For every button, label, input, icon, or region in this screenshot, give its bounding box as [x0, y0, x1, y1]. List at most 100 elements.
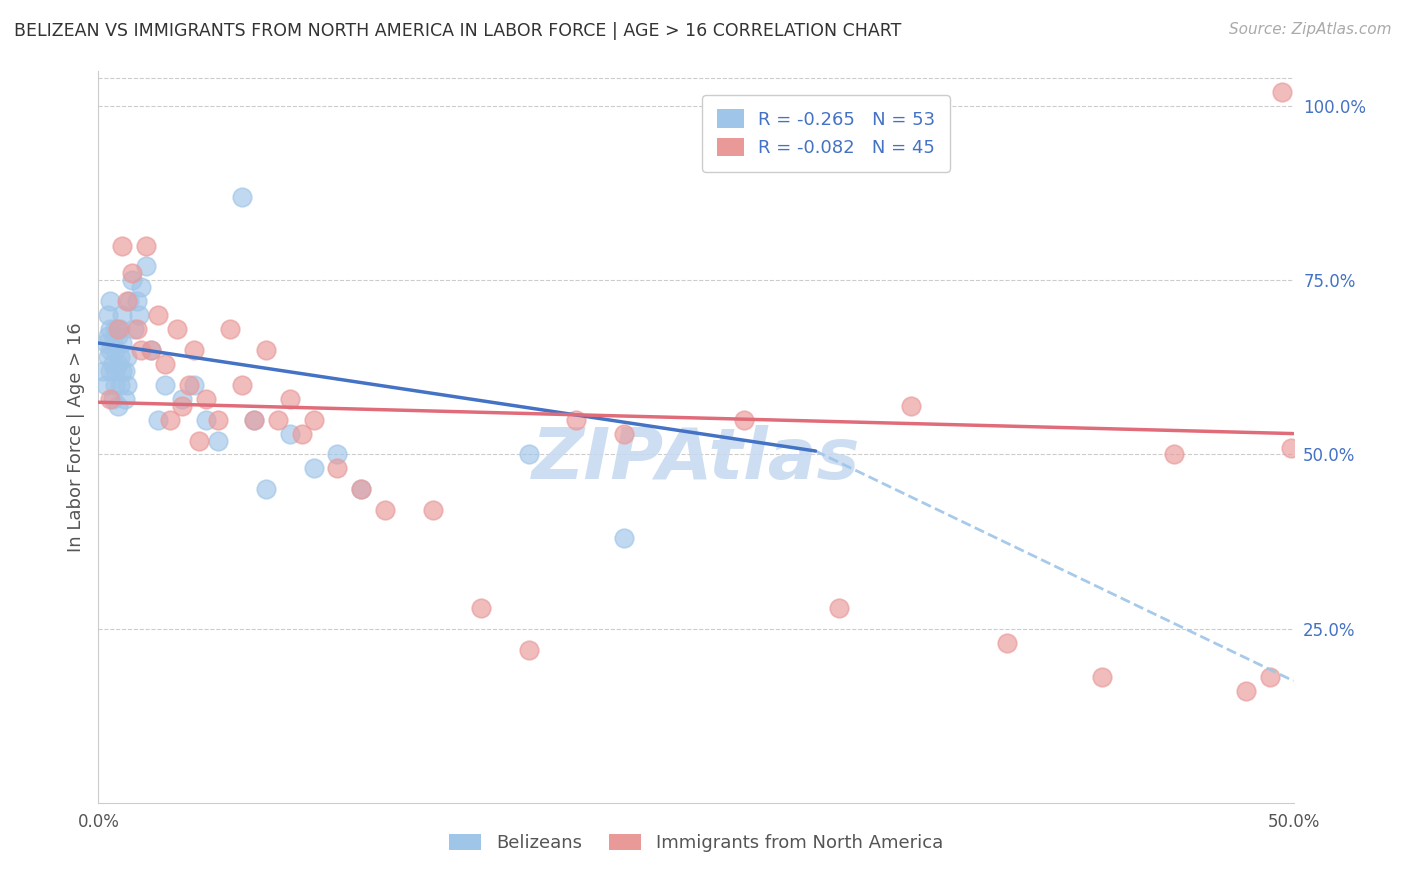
Point [517, 642, 540, 657]
Point [111, 336, 134, 351]
Point [254, 483, 277, 497]
Y-axis label: In Labor Force | Age > 16: In Labor Force | Age > 16 [66, 322, 84, 552]
Point [733, 412, 755, 426]
Point [118, 294, 141, 309]
Text: BELIZEAN VS IMMIGRANTS FROM NORTH AMERICA IN LABOR FORCE | AGE > 16 CORRELATION : BELIZEAN VS IMMIGRANTS FROM NORTH AMERIC… [14, 22, 901, 40]
Point [374, 503, 396, 517]
Point [111, 308, 134, 322]
Point [613, 531, 636, 545]
Text: Source: ZipAtlas.com: Source: ZipAtlas.com [1229, 22, 1392, 37]
Point [243, 412, 266, 426]
Point [125, 294, 148, 309]
Point [172, 399, 194, 413]
Point [97, 329, 120, 343]
Point [166, 322, 188, 336]
Point [94, 377, 117, 392]
Point [1234, 684, 1257, 698]
Point [350, 483, 373, 497]
Point [155, 377, 177, 392]
Point [148, 412, 170, 426]
Point [148, 308, 170, 322]
Point [278, 392, 301, 406]
Point [114, 364, 136, 378]
Point [422, 503, 444, 517]
Point [187, 434, 209, 448]
Point [159, 412, 181, 426]
Point [326, 461, 349, 475]
Point [139, 343, 162, 357]
Point [104, 377, 127, 392]
Point [135, 260, 157, 274]
Point [121, 266, 143, 280]
Point [278, 426, 301, 441]
Point [243, 412, 266, 426]
Point [183, 343, 205, 357]
Point [108, 377, 131, 392]
Point [121, 273, 143, 287]
Point [231, 377, 253, 392]
Point [115, 294, 138, 309]
Point [1258, 670, 1281, 684]
Point [98, 322, 122, 336]
Point [326, 448, 349, 462]
Point [98, 294, 122, 309]
Point [219, 322, 242, 336]
Point [131, 343, 153, 357]
Text: ZIPAtlas: ZIPAtlas [531, 425, 860, 493]
Point [231, 190, 253, 204]
Point [107, 399, 129, 413]
Point [254, 343, 277, 357]
Point [1163, 448, 1185, 462]
Point [1091, 670, 1114, 684]
Point [131, 280, 153, 294]
Point [613, 426, 636, 441]
Point [267, 412, 290, 426]
Point [98, 364, 122, 378]
Point [291, 426, 314, 441]
Point [101, 357, 124, 371]
Point [98, 343, 122, 357]
Point [125, 322, 148, 336]
Point [139, 343, 162, 357]
Point [1279, 441, 1302, 455]
Point [828, 600, 851, 615]
Point [517, 448, 540, 462]
Point [155, 357, 177, 371]
Point [115, 350, 138, 364]
Point [565, 412, 588, 426]
Point [302, 461, 325, 475]
Point [97, 308, 120, 322]
Point [91, 364, 114, 378]
Point [195, 392, 218, 406]
Legend: Belizeans, Immigrants from North America: Belizeans, Immigrants from North America [441, 827, 950, 860]
Point [172, 392, 194, 406]
Point [111, 364, 134, 378]
Point [104, 364, 127, 378]
Point [115, 377, 138, 392]
Point [111, 238, 134, 252]
Point [995, 635, 1018, 649]
Point [107, 357, 129, 371]
Point [108, 350, 131, 364]
Point [108, 322, 131, 336]
Point [104, 322, 127, 336]
Point [107, 329, 129, 343]
Point [97, 350, 120, 364]
Point [94, 336, 117, 351]
Point [350, 483, 373, 497]
Point [135, 238, 157, 252]
Point [207, 434, 229, 448]
Point [183, 377, 205, 392]
Point [104, 343, 127, 357]
Point [302, 412, 325, 426]
Point [98, 392, 122, 406]
Point [128, 308, 150, 322]
Point [107, 322, 129, 336]
Point [101, 336, 124, 351]
Point [179, 377, 201, 392]
Point [900, 399, 922, 413]
Point [195, 412, 218, 426]
Point [470, 600, 492, 615]
Point [101, 392, 124, 406]
Point [207, 412, 229, 426]
